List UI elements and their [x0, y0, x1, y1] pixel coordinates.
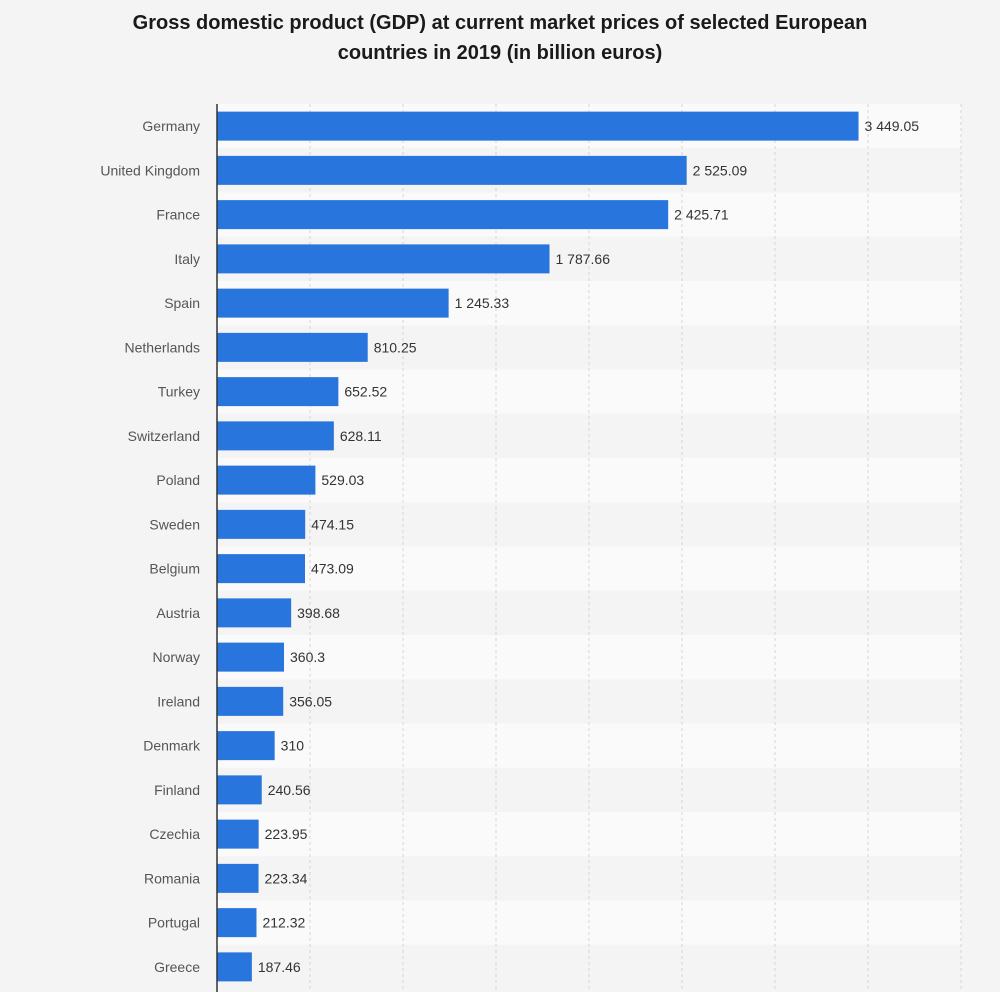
category-label: Ireland [157, 693, 200, 709]
bar-czechia[interactable] [217, 819, 259, 849]
category-label: United Kingdom [100, 162, 200, 178]
category-label: Austria [156, 605, 200, 621]
bar-netherlands[interactable] [217, 332, 368, 362]
category-label: Czechia [149, 826, 200, 842]
chart-title-line-2: countries in 2019 (in billion euros) [337, 42, 663, 64]
category-label: Spain [164, 295, 200, 311]
category-label: Netherlands [125, 339, 201, 355]
category-label: Finland [154, 782, 200, 798]
data-label: 473.09 [311, 561, 354, 577]
data-label: 2 425.71 [674, 207, 729, 223]
bar-united-kingdom[interactable] [217, 155, 687, 185]
bar-belgium[interactable] [217, 554, 305, 584]
data-label: 212.32 [262, 915, 305, 931]
category-labels: Germany United Kingdom France Italy Spain Net… [100, 118, 201, 975]
bar-italy[interactable] [217, 244, 550, 274]
bar-finland[interactable] [217, 775, 262, 805]
data-label: 240.56 [268, 782, 311, 798]
data-label: 3 449.05 [865, 118, 920, 134]
chart-title: Gross domestic product (GDP) at current … [0, 8, 1000, 68]
category-label: Portugal [148, 915, 200, 931]
bar-greece[interactable] [217, 952, 252, 982]
bar-sweden[interactable] [217, 509, 306, 539]
data-label: 360.3 [290, 649, 325, 665]
data-label: 628.11 [340, 428, 382, 444]
category-label: Norway [153, 649, 200, 665]
bar-denmark[interactable] [217, 731, 275, 761]
data-label: 187.46 [258, 959, 301, 975]
bar-norway[interactable] [217, 642, 285, 672]
bar-ireland[interactable] [217, 686, 284, 716]
bar-turkey[interactable] [217, 377, 339, 407]
category-label: Poland [156, 472, 200, 488]
bar-portugal[interactable] [217, 908, 257, 938]
data-label: 223.95 [265, 826, 308, 842]
bar-poland[interactable] [217, 465, 316, 495]
category-label: France [156, 207, 200, 223]
category-label: Turkey [158, 384, 200, 400]
category-label: Germany [142, 118, 200, 134]
value-labels: 3 449.05 2 525.09 2 425.71 1 787.66 1 245.33… [258, 118, 919, 975]
data-label: 310 [281, 738, 305, 754]
data-label: 810.25 [374, 339, 417, 355]
data-label: 529.03 [321, 472, 364, 488]
category-label: Belgium [149, 561, 200, 577]
data-label: 474.15 [311, 516, 354, 532]
category-label: Greece [154, 959, 200, 975]
data-label: 1 787.66 [556, 251, 611, 267]
category-label: Italy [174, 251, 200, 267]
category-label: Switzerland [128, 428, 200, 444]
bar-spain[interactable] [217, 288, 449, 318]
data-label: 2 525.09 [693, 162, 748, 178]
data-label: 356.05 [289, 693, 332, 709]
data-label: 398.68 [297, 605, 340, 621]
category-label: Romania [144, 870, 200, 886]
bar-romania[interactable] [217, 863, 259, 893]
category-label: Sweden [149, 516, 200, 532]
bar-france[interactable] [217, 200, 669, 230]
data-label: 1 245.33 [455, 295, 510, 311]
bar-switzerland[interactable] [217, 421, 334, 451]
bar-austria[interactable] [217, 598, 292, 628]
category-label: Denmark [143, 738, 201, 754]
data-label: 223.34 [265, 870, 308, 886]
gridlines [309, 104, 962, 992]
data-label: 652.52 [344, 384, 387, 400]
chart-title-line-1: Gross domestic product (GDP) at current … [132, 12, 868, 34]
bar-germany[interactable] [217, 111, 859, 141]
bars [217, 111, 859, 982]
